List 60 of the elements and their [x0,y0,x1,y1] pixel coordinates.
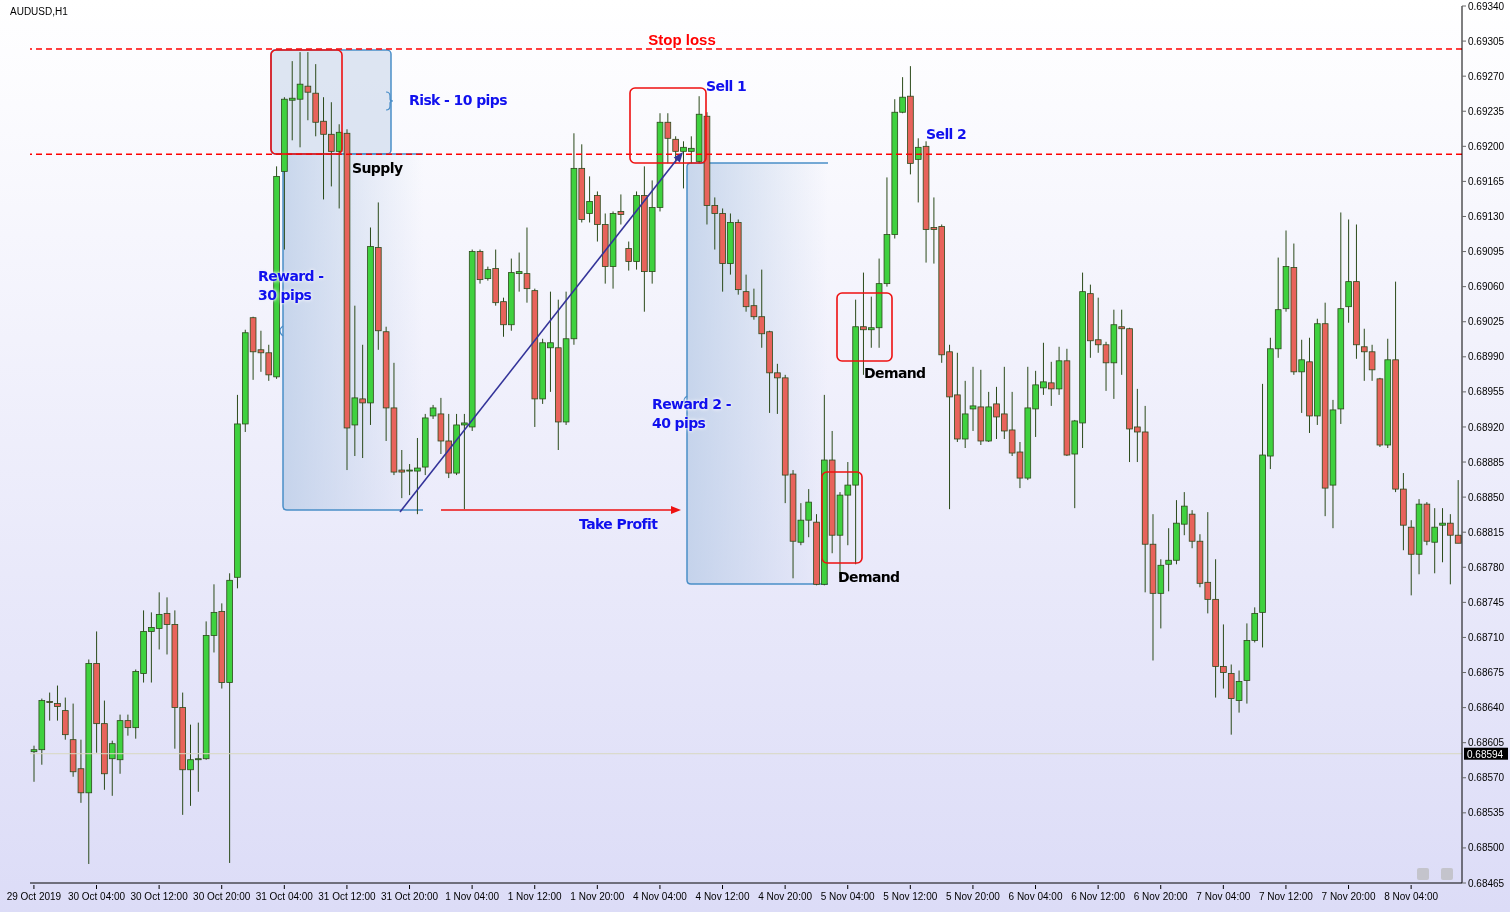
x-tick-label: 1 Nov 04:00 [445,891,500,902]
y-tick-label: 0.69200 [1468,140,1505,152]
annotation: Risk - 10 pips [409,91,507,110]
x-tick-label: 5 Nov 20:00 [945,891,1001,902]
y-tick-label: 0.68675 [1468,667,1505,679]
y-tick-label: 0.68850 [1468,491,1505,503]
x-tick-label: 31 Oct 20:00 [380,891,439,902]
candlestick [54,685,61,722]
y-tick-label: 0.68745 [1468,596,1505,608]
x-tick-label: 6 Nov 04:00 [1008,891,1063,902]
annotation: Take Profit [579,515,658,534]
x-tick-label: 4 Nov 20:00 [758,891,813,902]
x-tick-label: 7 Nov 04:00 [1196,891,1251,902]
y-tick-label: 0.69165 [1468,175,1505,187]
y-tick-label: 0.68710 [1468,631,1505,643]
annotation: Demand [864,364,926,383]
x-tick-label: 7 Nov 20:00 [1321,891,1376,902]
annotation: Demand [838,568,900,587]
x-tick-label: 8 Nov 04:00 [1384,891,1439,902]
ref-line-label: Stop loss [648,31,716,49]
x-tick-label: 6 Nov 20:00 [1133,891,1189,902]
annotation: Supply [352,159,403,178]
y-tick-label: 0.69130 [1468,211,1505,223]
x-tick-label: 31 Oct 04:00 [255,891,314,902]
y-tick-label: 0.69305 [1468,35,1505,47]
y-tick-label: 0.68920 [1468,421,1505,433]
y-tick-label: 0.68955 [1468,386,1505,398]
x-tick-label: 4 Nov 04:00 [632,891,688,902]
x-tick-label: 6 Nov 12:00 [1071,891,1126,902]
chart-title: AUDUSD,H1 [10,6,68,17]
y-tick-label: 0.69270 [1468,70,1505,82]
annotation: Sell 2 [926,125,967,144]
y-tick-label: 0.68500 [1468,842,1505,854]
x-tick-label: 1 Nov 20:00 [570,891,625,902]
y-tick-label: 0.68815 [1468,526,1505,538]
ref-line-label: 0.68594 [1467,748,1504,760]
y-tick-label: 0.69235 [1468,105,1505,117]
y-tick-label: 0.68990 [1468,351,1505,363]
x-tick-label: 4 Nov 12:00 [695,891,750,902]
x-tick-label: 1 Nov 12:00 [507,891,563,902]
annotation: Sell 1 [706,77,747,96]
x-tick-label: 31 Oct 12:00 [318,891,376,902]
y-tick-label: 0.68570 [1468,772,1505,784]
x-tick-label: 30 Oct 04:00 [67,891,126,902]
y-tick-label: 0.68535 [1468,807,1505,819]
x-tick-label: 29 Oct 2019 [6,891,62,902]
y-tick-label: 0.68640 [1468,702,1505,714]
x-tick-label: 30 Oct 20:00 [193,891,251,902]
y-tick-label: 0.69095 [1468,246,1505,258]
y-tick-label: 0.68465 [1468,877,1505,889]
y-tick-label: 0.69060 [1468,281,1505,293]
y-tick-label: 0.69025 [1468,316,1505,328]
x-tick-label: 30 Oct 12:00 [130,891,189,902]
x-tick-label: 7 Nov 12:00 [1258,891,1314,902]
y-tick-label: 0.68885 [1468,456,1505,468]
y-tick-label: 0.68605 [1468,737,1505,749]
y-tick-label: 0.69340 [1468,0,1505,12]
y-tick-label: 0.68780 [1468,561,1505,573]
x-tick-label: 5 Nov 12:00 [883,891,938,902]
x-tick-label: 5 Nov 04:00 [820,891,876,902]
